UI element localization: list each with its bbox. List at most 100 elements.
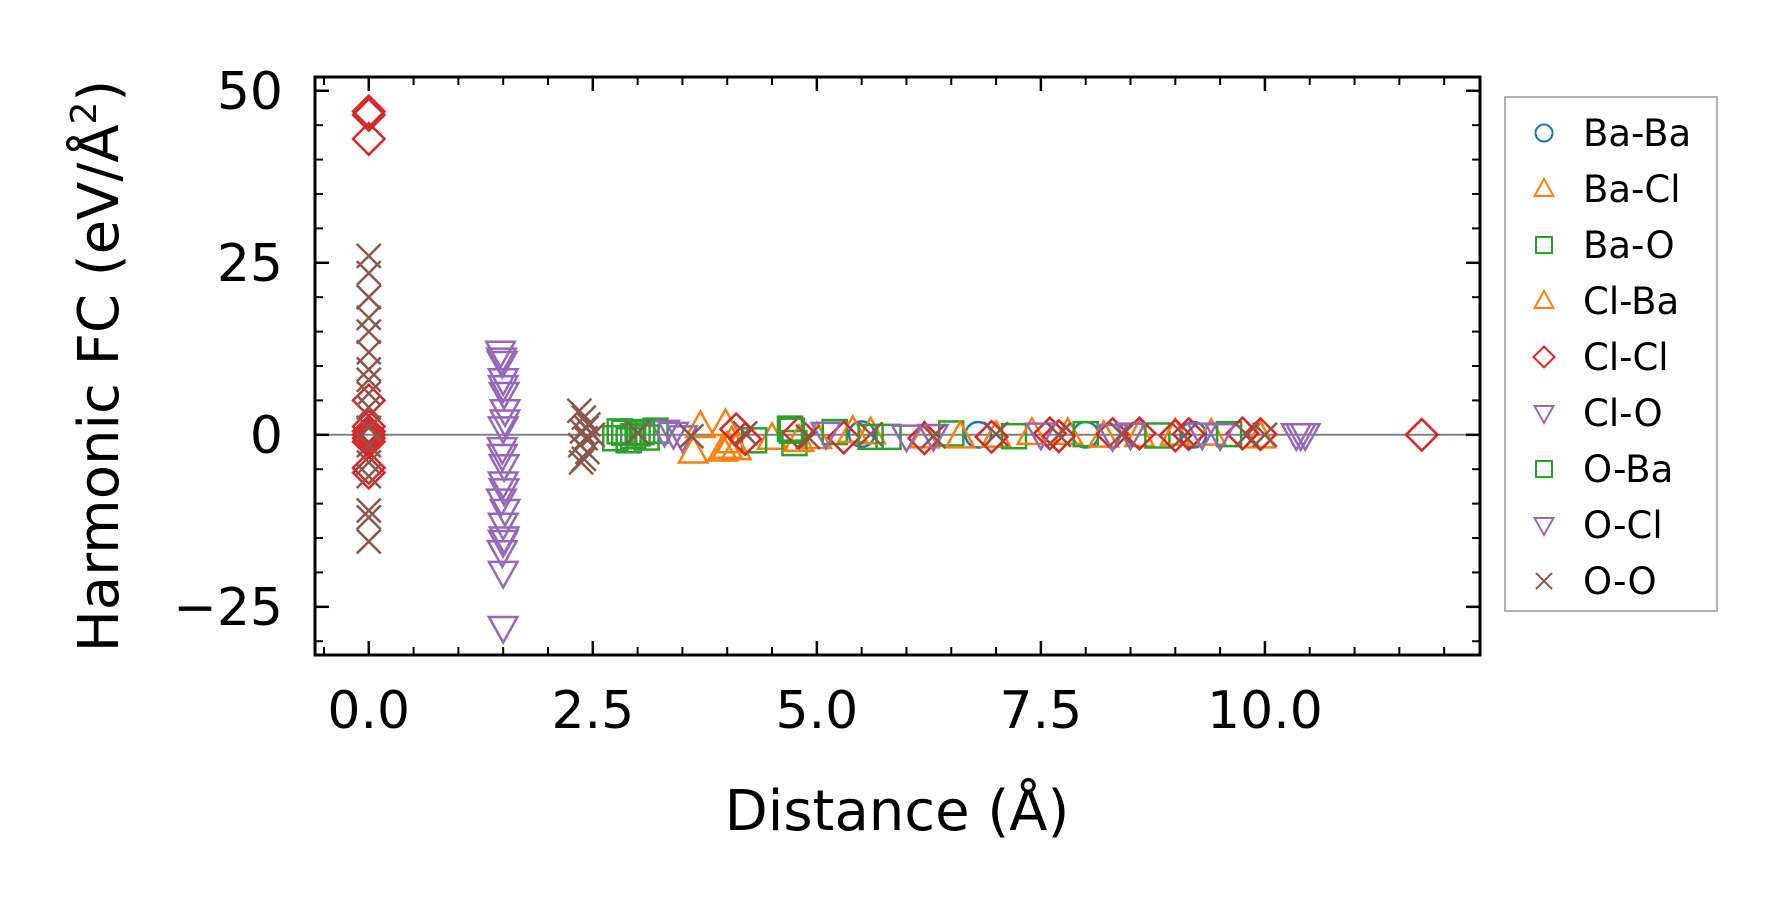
legend-marker	[1532, 176, 1556, 197]
y-axis-label-close: )	[67, 80, 132, 102]
x-tick-label: 0.0	[327, 681, 410, 741]
data-point	[351, 455, 387, 491]
data-point	[857, 421, 884, 448]
data-point	[676, 434, 710, 464]
data-point	[678, 423, 705, 450]
legend-label: O-O	[1583, 560, 1657, 603]
data-point	[351, 450, 387, 486]
data-point	[579, 421, 606, 448]
data-point	[781, 415, 817, 451]
data-point	[486, 560, 520, 590]
legend-frame	[1504, 96, 1718, 612]
data-point	[732, 420, 759, 447]
data-point	[487, 454, 521, 484]
y-axis-label-group: Harmonic FC (eV/Å2)	[64, 80, 132, 653]
data-point	[1185, 422, 1219, 452]
data-point	[938, 420, 965, 447]
data-point	[355, 356, 382, 383]
legend-item: Cl-Cl	[1532, 336, 1669, 379]
tick-labels: 0.0 2.5 5.0 7.5 10.0 −25 0 25 50	[173, 62, 1323, 741]
data-point	[351, 413, 387, 449]
data-point	[1024, 422, 1058, 452]
data-point	[857, 423, 884, 451]
data-point	[657, 421, 690, 451]
legend-item: Ba-O	[1535, 224, 1675, 267]
legend-marker	[1532, 405, 1556, 426]
legend-label: Cl-O	[1583, 392, 1663, 435]
legend-label: Ba-Cl	[1583, 168, 1681, 211]
legend-marker	[1532, 288, 1556, 309]
data-point	[1041, 418, 1077, 454]
legend-item: Cl-O	[1532, 392, 1663, 435]
legend-item: Ba-Cl	[1532, 168, 1681, 211]
ticks	[315, 77, 1480, 655]
legend-label: Ba-Ba	[1583, 112, 1691, 155]
legend-marker	[1532, 517, 1556, 538]
data-point	[943, 419, 977, 449]
data-point	[920, 423, 947, 450]
legend-marker	[1535, 236, 1553, 254]
legend-label: Cl-Ba	[1583, 280, 1679, 323]
legend-item: Ba-Ba	[1534, 112, 1691, 155]
y-tick-label: 0	[250, 406, 283, 466]
data-layer	[351, 93, 1440, 646]
data-point	[355, 394, 382, 421]
data-point	[487, 478, 521, 508]
series-o-o	[355, 243, 1278, 555]
legend-item: Cl-Ba	[1532, 280, 1679, 323]
data-point	[355, 528, 382, 555]
data-point	[964, 420, 993, 449]
data-point	[890, 424, 923, 454]
legend-label: O-Cl	[1583, 504, 1663, 547]
data-point	[727, 421, 763, 457]
data-point	[355, 504, 382, 531]
data-point	[778, 417, 806, 444]
legend-label: O-Ba	[1583, 448, 1673, 491]
data-point	[355, 463, 382, 489]
data-point	[1045, 421, 1072, 448]
data-point	[1252, 421, 1278, 448]
y-axis-label-superscript: 2	[64, 102, 105, 125]
data-point	[1215, 420, 1243, 448]
data-point	[486, 416, 520, 446]
data-point	[351, 409, 387, 445]
data-point	[624, 419, 651, 446]
legend-item: O-Ba	[1535, 448, 1673, 491]
data-point	[1244, 419, 1277, 449]
y-tick-label: 50	[217, 62, 283, 122]
data-point	[809, 421, 843, 451]
data-point	[485, 488, 518, 518]
data-point	[606, 418, 633, 445]
data-point	[355, 318, 382, 345]
y-tick-label: −25	[173, 578, 283, 638]
data-point	[826, 420, 862, 456]
data-point	[488, 409, 522, 439]
data-point	[355, 260, 382, 286]
plot-frame	[313, 75, 1482, 657]
data-point	[487, 381, 521, 412]
x-axis-label: Distance (Å)	[725, 778, 1070, 844]
data-point	[485, 436, 519, 467]
data-point	[875, 423, 902, 451]
x-tick-label: 7.5	[1000, 681, 1083, 741]
data-point	[1144, 422, 1171, 449]
legend-item: O-Cl	[1532, 504, 1663, 547]
data-point	[1171, 422, 1198, 449]
data-point	[351, 93, 387, 129]
x-tick-label: 5.0	[775, 681, 858, 741]
x-tick-label: 2.5	[551, 681, 634, 741]
data-point	[1284, 423, 1318, 453]
data-point	[1015, 415, 1049, 446]
data-point	[1000, 422, 1028, 450]
data-point	[485, 540, 519, 570]
data-point	[619, 422, 647, 450]
data-point	[486, 471, 520, 501]
data-point	[486, 374, 520, 405]
data-point	[642, 417, 669, 444]
series-o-cl	[485, 347, 1318, 560]
legend-marker	[1535, 460, 1553, 478]
y-axis-label: Harmonic FC (eV/Å2)	[64, 80, 132, 653]
y-axis-label-main: Harmonic FC (eV/Å	[66, 124, 132, 652]
legend-item: O-O	[1535, 560, 1657, 603]
